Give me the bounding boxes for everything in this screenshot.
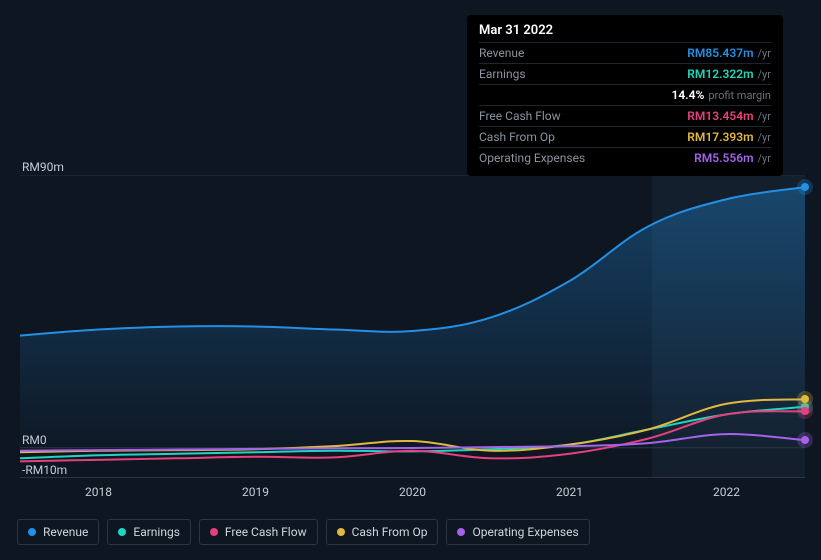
legend-item-fcf[interactable]: Free Cash Flow bbox=[199, 519, 318, 545]
page-root: { "layout":{ "chart":{"x":20,"y":175,"w"… bbox=[0, 0, 821, 560]
tooltip-row-label: Cash From Op bbox=[479, 130, 555, 144]
legend-label: Revenue bbox=[43, 525, 88, 539]
tooltip-row: Operating Expenses RM5.556m/yr bbox=[479, 147, 771, 168]
tooltip-row-value: RM13.454m/yr bbox=[687, 109, 771, 123]
series-end-cfo bbox=[801, 395, 809, 403]
legend-dot-icon bbox=[28, 528, 36, 536]
chart-area[interactable] bbox=[20, 175, 805, 478]
legend-item-revenue[interactable]: Revenue bbox=[17, 519, 99, 545]
tooltip-row: Cash From Op RM17.393m/yr bbox=[479, 126, 771, 147]
tooltip-row: Free Cash Flow RM13.454m/yr bbox=[479, 105, 771, 126]
legend-label: Earnings bbox=[133, 525, 180, 539]
y-axis-label: RM90m bbox=[22, 160, 64, 174]
x-axis-label: 2022 bbox=[713, 485, 740, 499]
legend-item-earnings[interactable]: Earnings bbox=[107, 519, 191, 545]
legend-item-opex[interactable]: Operating Expenses bbox=[446, 519, 589, 545]
x-axis-label: 2018 bbox=[85, 485, 112, 499]
x-axis-label: 2019 bbox=[242, 485, 269, 499]
tooltip-row-value: 14.4%profit margin bbox=[671, 88, 771, 102]
legend-label: Cash From Op bbox=[352, 525, 428, 539]
tooltip-row-label: Operating Expenses bbox=[479, 151, 585, 165]
series-end-opex bbox=[801, 436, 809, 444]
tooltip-row-value: RM17.393m/yr bbox=[687, 130, 771, 144]
tooltip-row: Revenue RM85.437m/yr bbox=[479, 42, 771, 63]
legend: Revenue Earnings Free Cash Flow Cash From O… bbox=[17, 519, 590, 545]
x-axis-label: 2021 bbox=[556, 485, 583, 499]
tooltip-row-label: Revenue bbox=[479, 46, 524, 60]
tooltip-row-value: RM85.437m/yr bbox=[687, 46, 771, 60]
tooltip-title: Mar 31 2022 bbox=[479, 23, 771, 42]
tooltip-row: 14.4%profit margin bbox=[479, 84, 771, 105]
legend-dot-icon bbox=[118, 528, 126, 536]
legend-dot-icon bbox=[337, 528, 345, 536]
tooltip-row-value: RM5.556m/yr bbox=[694, 151, 771, 165]
tooltip-row-label: Earnings bbox=[479, 67, 526, 81]
legend-item-cfo[interactable]: Cash From Op bbox=[326, 519, 439, 545]
legend-label: Operating Expenses bbox=[472, 525, 578, 539]
legend-dot-icon bbox=[457, 528, 465, 536]
line-chart-svg bbox=[20, 175, 805, 478]
chart-tooltip: Mar 31 2022 Revenue RM85.437m/yr Earnings R… bbox=[467, 15, 783, 176]
tooltip-row-label: Free Cash Flow bbox=[479, 109, 561, 123]
series-end-fcf bbox=[801, 407, 809, 415]
legend-dot-icon bbox=[210, 528, 218, 536]
series-end-revenue bbox=[801, 183, 809, 191]
tooltip-row-value: RM12.322m/yr bbox=[687, 67, 771, 81]
legend-label: Free Cash Flow bbox=[225, 525, 307, 539]
x-axis-label: 2020 bbox=[399, 485, 426, 499]
tooltip-row: Earnings RM12.322m/yr bbox=[479, 63, 771, 84]
